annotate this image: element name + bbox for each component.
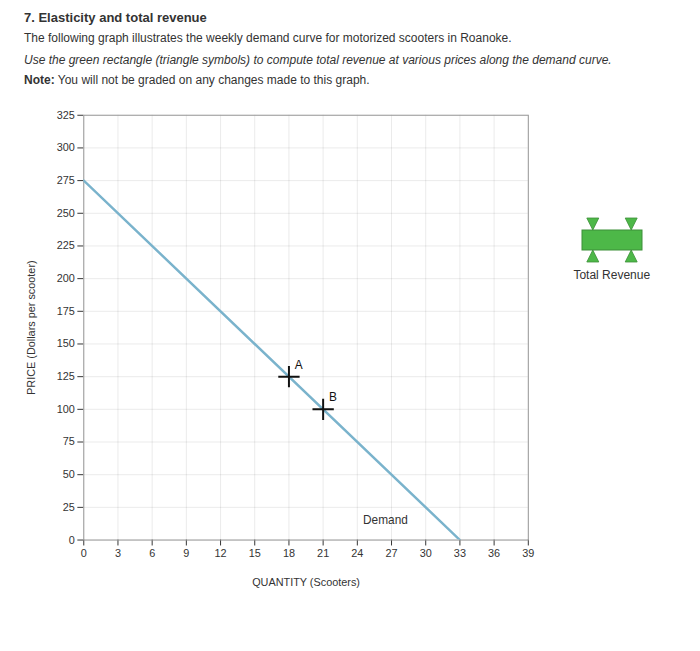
- svg-text:125: 125: [57, 370, 75, 382]
- svg-text:325: 325: [57, 109, 75, 121]
- html-text:7. Elasticity and total revenu: 7. Elasticity and total revenue: [24, 10, 207, 25]
- svg-text:50: 50: [63, 468, 75, 480]
- svg-text:Demand: Demand: [363, 513, 408, 527]
- svg-text:9: 9: [183, 547, 189, 559]
- svg-text:A: A: [295, 358, 303, 372]
- svg-text:200: 200: [57, 272, 75, 284]
- svg-text:3: 3: [115, 547, 121, 559]
- svg-text:300: 300: [57, 141, 75, 153]
- svg-text:18: 18: [283, 547, 295, 559]
- svg-text:36: 36: [488, 547, 500, 559]
- svg-text:B: B: [329, 390, 337, 404]
- svg-text:24: 24: [351, 547, 363, 559]
- svg-text:175: 175: [57, 305, 75, 317]
- svg-text:27: 27: [385, 547, 397, 559]
- svg-text:QUANTITY (Scooters): QUANTITY (Scooters): [252, 576, 360, 588]
- svg-text:25: 25: [63, 501, 75, 513]
- html-text:The following graph illustrate: The following graph illustrates the week…: [24, 31, 512, 45]
- svg-text:100: 100: [57, 403, 75, 415]
- svg-text:75: 75: [63, 435, 75, 447]
- svg-text:6: 6: [149, 547, 155, 559]
- html-text:Use the green rectangle (trian: Use the green rectangle (triangle symbol…: [24, 53, 612, 67]
- html-text:Total Revenue: Total Revenue: [573, 268, 651, 282]
- svg-text:21: 21: [317, 547, 329, 559]
- svg-text:0: 0: [69, 534, 75, 546]
- svg-text:33: 33: [454, 547, 466, 559]
- svg-text:0: 0: [81, 547, 87, 559]
- svg-text:250: 250: [57, 207, 75, 219]
- svg-text:30: 30: [420, 547, 432, 559]
- svg-text:150: 150: [57, 337, 75, 349]
- svg-text:15: 15: [249, 547, 261, 559]
- svg-text:PRICE (Dollars per scooter): PRICE (Dollars per scooter): [25, 260, 37, 395]
- html-text:Note: You will not be graded o: Note: You will not be graded on any chan…: [24, 73, 370, 87]
- svg-text:12: 12: [215, 547, 227, 559]
- svg-text:275: 275: [57, 174, 75, 186]
- svg-text:225: 225: [57, 239, 75, 251]
- svg-text:39: 39: [522, 547, 534, 559]
